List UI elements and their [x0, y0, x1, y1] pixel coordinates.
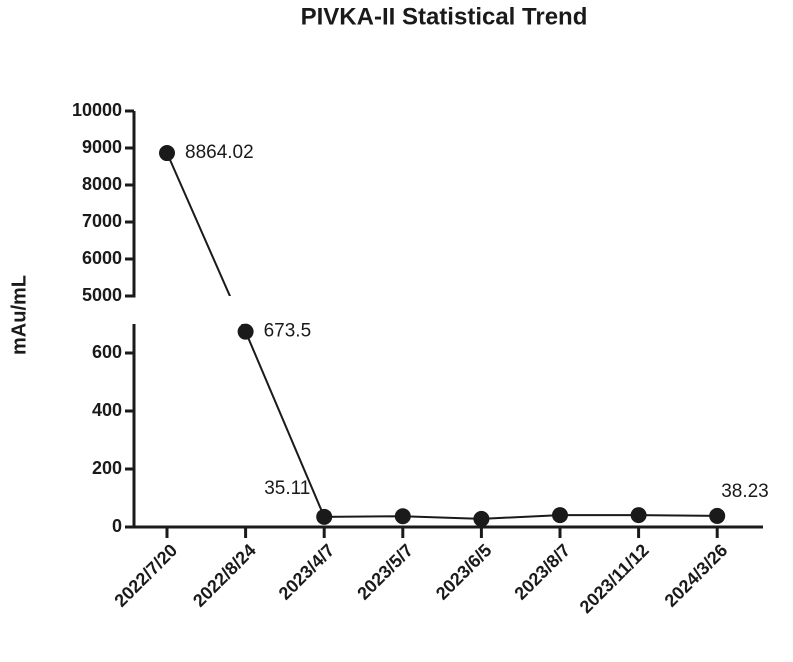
data-point [552, 507, 568, 524]
x-tick-label: 2024/3/26 [661, 540, 732, 611]
data-point [159, 145, 175, 162]
y-tick-label: 200 [92, 458, 122, 478]
value-label: 673.5 [264, 321, 312, 342]
y-tick-label: 7000 [82, 211, 122, 231]
x-tick-label: 2022/7/20 [110, 540, 181, 611]
y-tick-label: 400 [92, 400, 122, 420]
x-tick-label: 2023/8/7 [510, 540, 574, 604]
x-tick-label: 2023/5/7 [353, 540, 417, 604]
data-point [709, 507, 726, 524]
x-tick-label: 2023/11/12 [576, 540, 653, 617]
chart-title: PIVKA-II Statistical Trend [301, 3, 588, 30]
y-tick-label: 6000 [82, 248, 122, 268]
y-tick-label: 5000 [82, 285, 122, 305]
y-axis-label: mAu/mL [8, 275, 30, 355]
data-point [316, 508, 333, 525]
y-tick-label: 600 [92, 342, 122, 362]
x-tick-label: 2022/8/24 [189, 540, 260, 611]
x-tick-label: 2023/6/5 [432, 540, 496, 604]
data-line [166, 152, 718, 520]
y-tick-label: 0 [112, 516, 122, 536]
y-tick-label: 8000 [82, 174, 122, 194]
value-label: 8864.02 [185, 142, 254, 163]
data-point [630, 507, 647, 524]
data-point [473, 510, 490, 527]
y-tick-label: 9000 [82, 137, 122, 157]
data-point [237, 323, 254, 340]
data-point [394, 508, 411, 525]
y-tick-label: 10000 [72, 100, 122, 120]
value-label: 38.23 [721, 481, 769, 502]
x-tick-label: 2023/4/7 [275, 540, 339, 604]
value-label: 35.11 [264, 478, 310, 499]
